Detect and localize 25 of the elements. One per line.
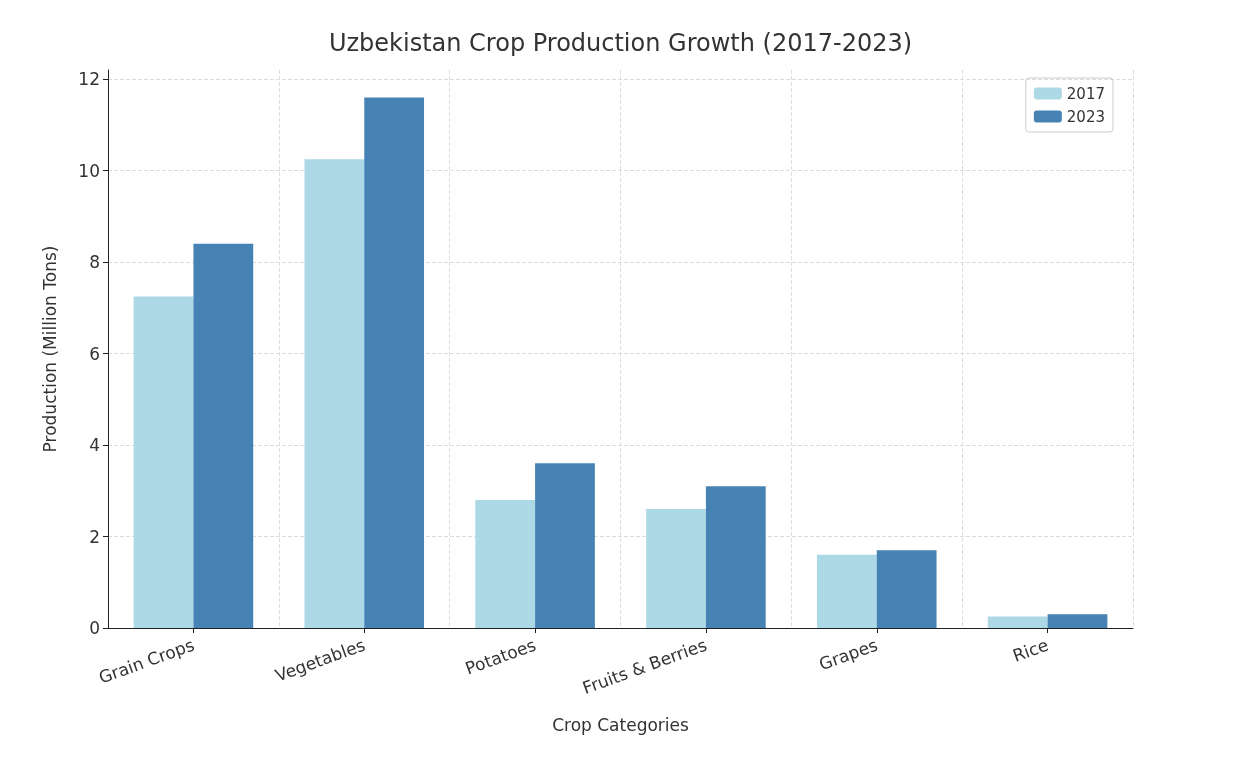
bar xyxy=(193,243,254,628)
bar xyxy=(304,159,365,628)
chart-title: Uzbekistan Crop Production Growth (2017-2023) xyxy=(328,29,913,57)
y-tick-label: 12 xyxy=(78,69,100,90)
bar xyxy=(535,463,595,628)
legend-label: 2017 xyxy=(1066,84,1106,103)
y-tick-label: 8 xyxy=(89,252,100,273)
y-tick-label: 2 xyxy=(89,526,100,547)
bar xyxy=(816,554,877,628)
y-axis-title: Production (Million Tons) xyxy=(39,245,60,453)
bar xyxy=(133,296,194,628)
x-tick-label: Grapes xyxy=(816,634,881,675)
y-tick-label: 4 xyxy=(89,435,100,456)
y-tick-label: 10 xyxy=(78,160,100,181)
x-axis-title: Crop Categories xyxy=(552,714,689,735)
y-tick-label: 6 xyxy=(89,343,100,364)
bar xyxy=(475,499,536,628)
bar xyxy=(876,550,937,628)
bar xyxy=(705,486,766,628)
x-tick-label: Rice xyxy=(1010,634,1051,666)
bar xyxy=(1047,614,1108,628)
bar xyxy=(646,509,706,628)
legend-label: 2023 xyxy=(1066,107,1106,126)
bar xyxy=(987,616,1048,628)
bar xyxy=(364,97,425,628)
